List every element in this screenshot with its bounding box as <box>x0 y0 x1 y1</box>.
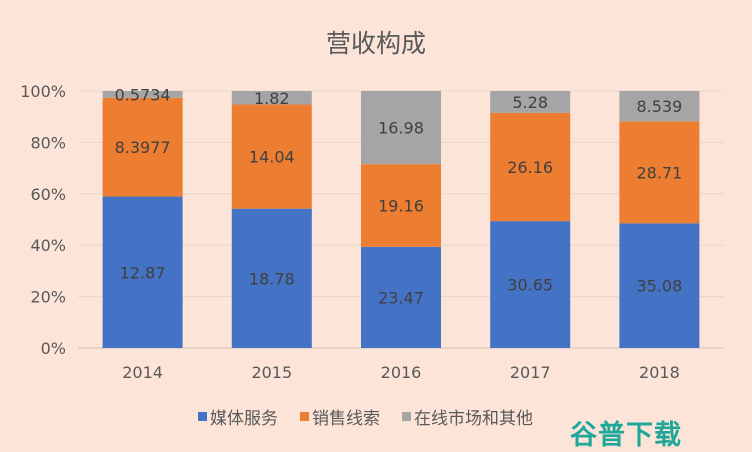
y-tick-label: 40% <box>30 236 66 255</box>
bar-segment <box>619 121 700 224</box>
data-label: 0.5734 <box>115 85 171 104</box>
bar-segment <box>361 164 441 247</box>
watermark-logo: 谷普下载 <box>570 420 682 451</box>
data-label: 8.3977 <box>115 138 171 157</box>
legend-swatch <box>402 412 411 421</box>
data-label: 8.539 <box>636 97 682 116</box>
legend-item-online-market: 在线市场和其他 <box>402 404 533 429</box>
y-tick-label: 20% <box>30 288 66 307</box>
legend-item-sales-leads: 销售线索 <box>300 404 380 429</box>
bar-segment <box>361 246 441 348</box>
bar-segment <box>361 91 441 165</box>
x-tick-label: 2015 <box>251 363 292 382</box>
bar-segment <box>231 208 312 348</box>
data-label: 28.71 <box>636 163 682 182</box>
bar-segment <box>102 97 183 197</box>
y-tick-label: 80% <box>30 133 66 152</box>
data-label: 26.16 <box>507 158 553 177</box>
legend-label: 在线市场和其他 <box>414 409 533 429</box>
chart-title: 营收构成 <box>326 29 426 58</box>
data-label: 19.16 <box>378 197 424 216</box>
data-label: 18.78 <box>249 269 295 288</box>
bar-segment <box>490 112 571 222</box>
data-label: 30.65 <box>507 276 553 295</box>
data-label: 35.08 <box>636 277 682 296</box>
legend-swatch <box>300 412 309 421</box>
x-tick-label: 2018 <box>639 363 680 382</box>
y-tick-label: 60% <box>30 185 66 204</box>
x-tick-label: 2017 <box>510 363 551 382</box>
data-label: 5.28 <box>512 93 548 112</box>
legend-swatch <box>198 412 207 421</box>
legend: 媒体服务 销售线索 在线市场和其他 <box>198 404 533 429</box>
bar-segment <box>619 91 700 122</box>
legend-item-media: 媒体服务 <box>198 404 278 429</box>
y-tick-label: 100% <box>20 82 66 101</box>
y-tick-label: 0% <box>41 339 66 358</box>
data-label: 14.04 <box>249 148 295 167</box>
data-label: 12.87 <box>120 263 166 282</box>
legend-label: 销售线索 <box>312 409 380 429</box>
bar-segment <box>102 91 183 98</box>
bar-segment <box>619 223 700 348</box>
bar-segment <box>102 196 183 348</box>
legend-label: 媒体服务 <box>210 409 278 429</box>
bar-segment <box>231 91 312 105</box>
bar-segment <box>231 104 312 209</box>
data-label: 16.98 <box>378 119 424 138</box>
data-label: 1.82 <box>254 89 290 108</box>
x-tick-label: 2014 <box>122 363 163 382</box>
bar-segment <box>490 221 571 348</box>
bar-segment <box>490 91 571 113</box>
data-label: 23.47 <box>378 288 424 307</box>
x-tick-label: 2016 <box>381 363 422 382</box>
